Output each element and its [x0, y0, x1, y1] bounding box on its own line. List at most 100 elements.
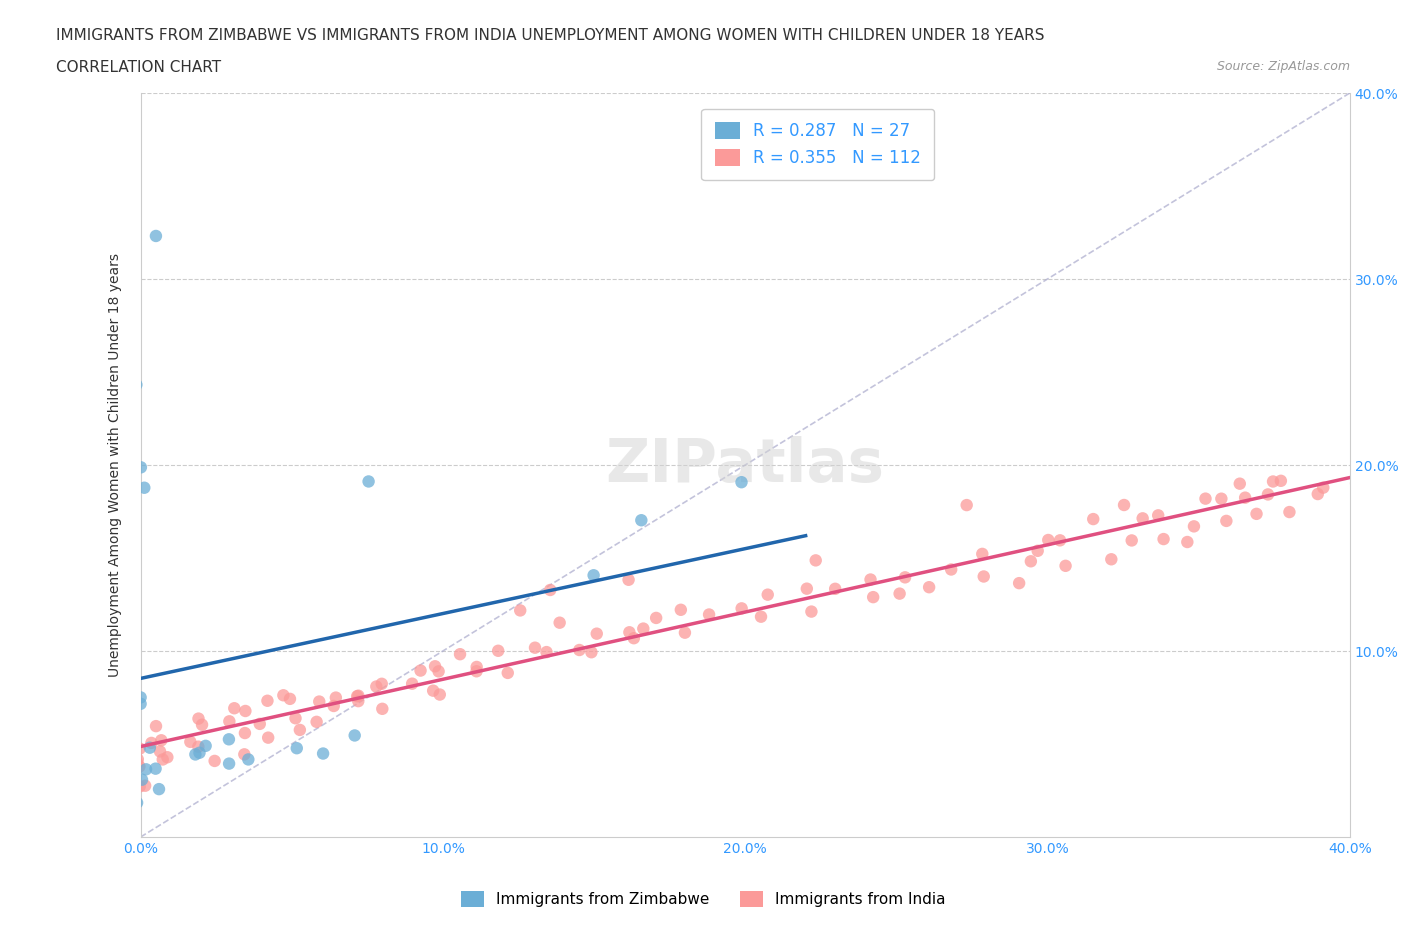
Point [619, 625, 641, 640]
Legend: Immigrants from Zimbabwe, Immigrants from India: Immigrants from Zimbabwe, Immigrants fro… [454, 884, 952, 913]
Point [191, 717, 214, 732]
Point [371, 676, 394, 691]
Point [357, 474, 380, 489]
Point [496, 666, 519, 681]
Point [804, 553, 827, 568]
Point [156, 750, 179, 764]
Point [1054, 558, 1077, 573]
Point [1121, 533, 1143, 548]
Point [1344, 476, 1367, 491]
Point [918, 579, 941, 594]
Point [1083, 512, 1105, 526]
Text: ZIPatlas: ZIPatlas [606, 435, 884, 495]
Point [1306, 486, 1329, 501]
Point [633, 621, 655, 636]
Point [149, 744, 172, 759]
Point [1270, 473, 1292, 488]
Point [673, 625, 696, 640]
Point [235, 703, 257, 718]
Point [1182, 519, 1205, 534]
Point [204, 753, 226, 768]
Point [800, 604, 823, 619]
Point [1257, 487, 1279, 502]
Point [135, 762, 157, 777]
Y-axis label: Unemployment Among Women with Children Under 18 years: Unemployment Among Women with Children U… [108, 253, 122, 677]
Point [1132, 511, 1154, 525]
Point [308, 694, 330, 709]
Point [150, 733, 173, 748]
Point [1234, 490, 1257, 505]
Point [1246, 507, 1268, 522]
Point [859, 572, 882, 587]
Point [1008, 576, 1031, 591]
Point [134, 778, 156, 793]
Point [581, 644, 603, 659]
Point [129, 690, 152, 705]
Point [941, 562, 963, 577]
Point [749, 609, 772, 624]
Point [325, 690, 347, 705]
Point [218, 756, 240, 771]
Point [1147, 508, 1170, 523]
Point [645, 610, 668, 625]
Point [288, 723, 311, 737]
Point [429, 687, 451, 702]
Point [623, 631, 645, 645]
Point [347, 694, 370, 709]
Point [145, 229, 167, 244]
Point [127, 752, 149, 767]
Point [617, 572, 640, 587]
Point [1153, 532, 1175, 547]
Point [224, 701, 246, 716]
Point [1194, 491, 1216, 506]
Point [194, 738, 217, 753]
Point [188, 745, 211, 760]
Point [1278, 505, 1301, 520]
Point [284, 711, 307, 725]
Point [756, 587, 779, 602]
Point [187, 711, 209, 726]
Point [346, 689, 368, 704]
Point [1211, 491, 1233, 506]
Point [423, 658, 446, 673]
Point [449, 646, 471, 661]
Point [1049, 533, 1071, 548]
Point [630, 512, 652, 527]
Point [141, 736, 163, 751]
Point [343, 728, 366, 743]
Point [152, 752, 174, 767]
Point [347, 688, 370, 703]
Point [422, 684, 444, 698]
Point [128, 741, 150, 756]
Point [127, 756, 149, 771]
Point [179, 735, 201, 750]
Point [1019, 554, 1042, 569]
Point [538, 582, 561, 597]
Point [972, 547, 994, 562]
Point [973, 569, 995, 584]
Point [536, 644, 558, 659]
Point [366, 679, 388, 694]
Point [796, 581, 818, 596]
Point [465, 664, 488, 679]
Point [862, 590, 884, 604]
Point [129, 459, 152, 474]
Point [1099, 551, 1122, 566]
Point [256, 694, 278, 709]
Text: Source: ZipAtlas.com: Source: ZipAtlas.com [1216, 60, 1350, 73]
Point [305, 714, 328, 729]
Point [409, 663, 432, 678]
Point [824, 581, 846, 596]
Point [1215, 513, 1237, 528]
Point [278, 691, 301, 706]
Point [697, 607, 720, 622]
Point [568, 643, 591, 658]
Point [218, 732, 240, 747]
Point [1175, 535, 1198, 550]
Point [128, 759, 150, 774]
Point [117, 779, 139, 794]
Point [128, 779, 150, 794]
Point [548, 616, 571, 631]
Point [134, 480, 156, 495]
Point [509, 603, 531, 618]
